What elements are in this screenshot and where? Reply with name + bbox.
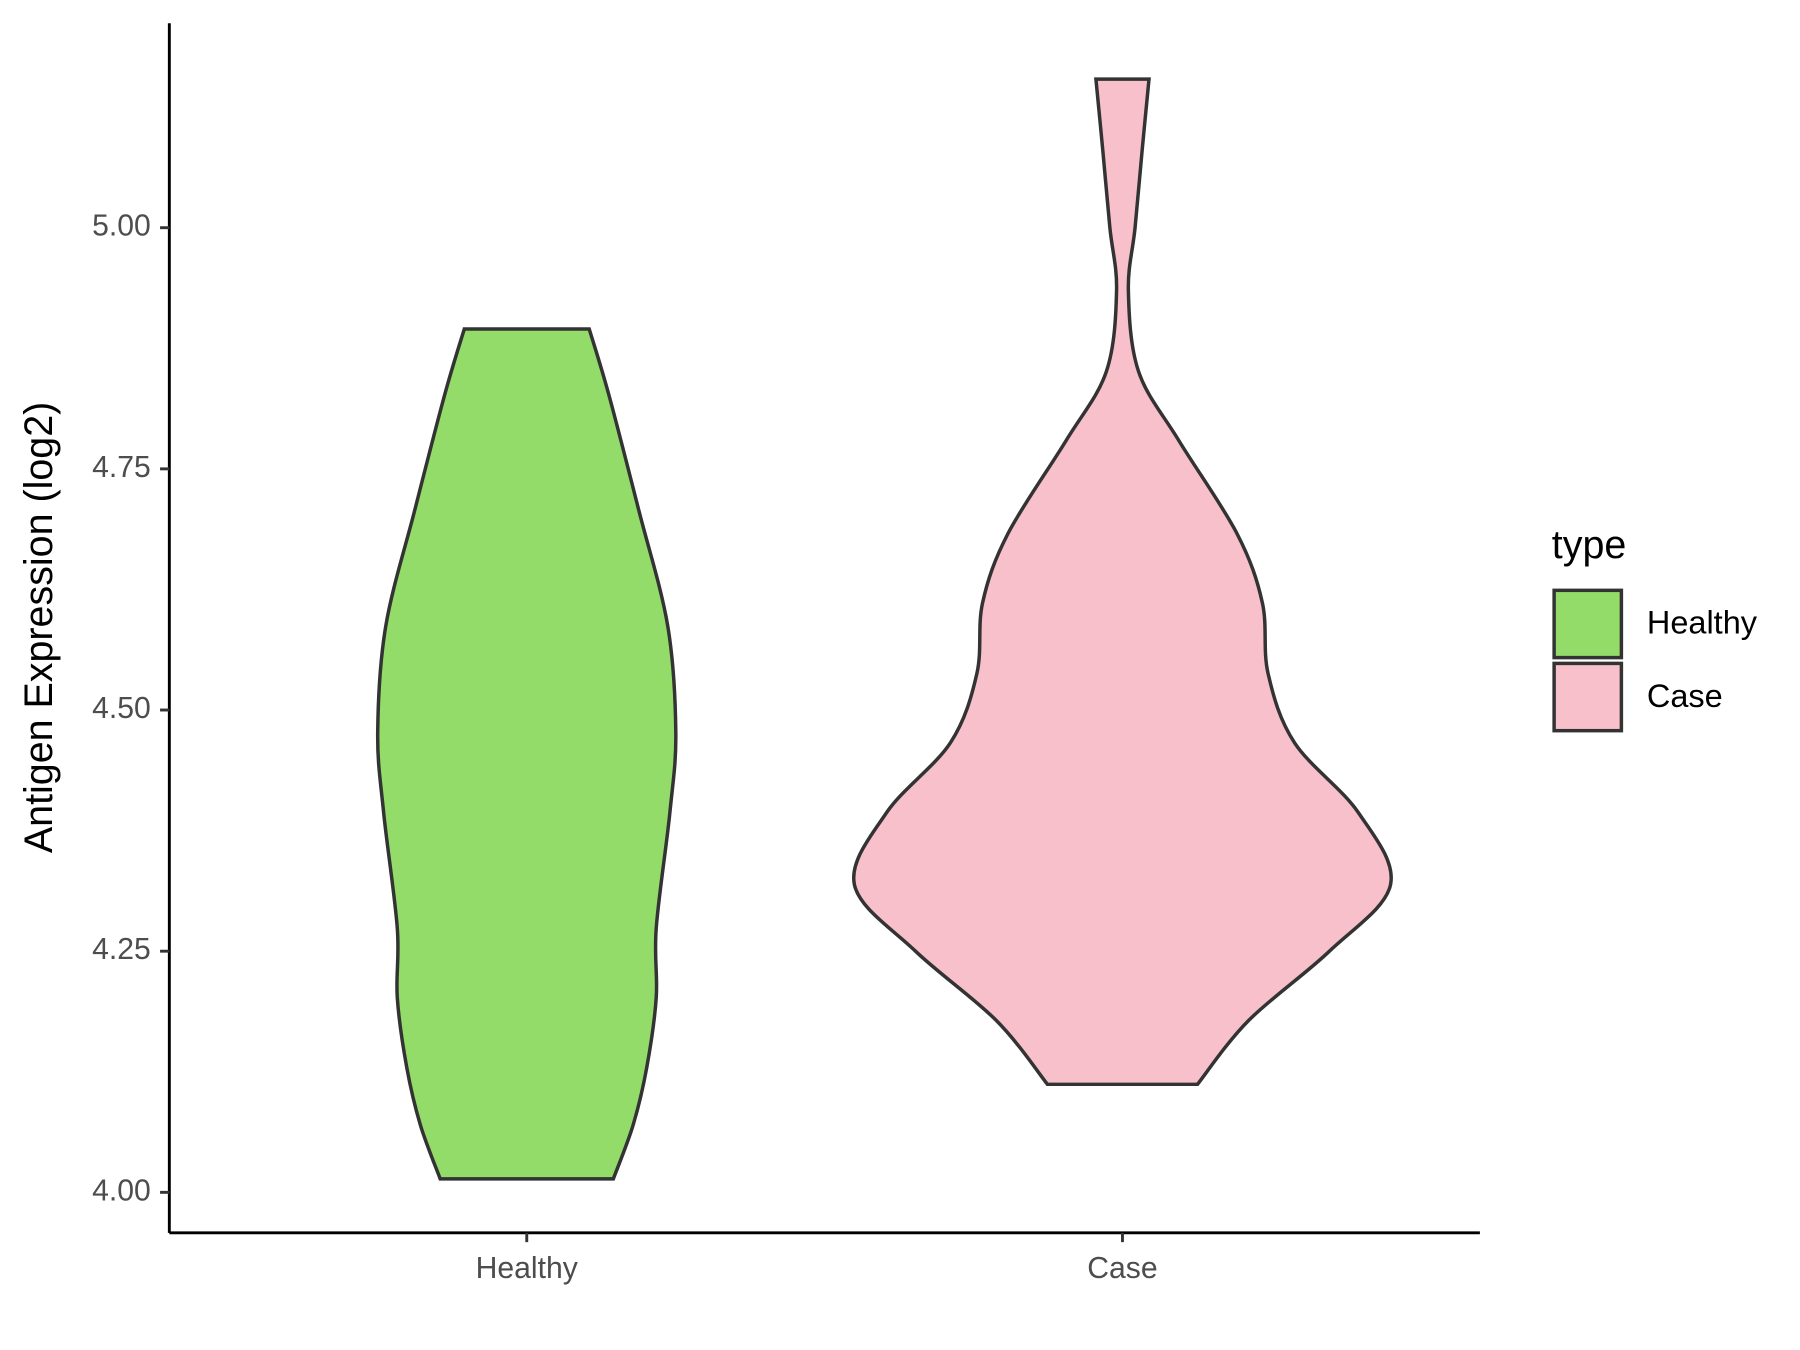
legend-label: Healthy [1647,605,1758,641]
x-tick-label: Case [1087,1252,1157,1285]
legend-label: Case [1647,678,1723,714]
violin [375,327,678,1181]
y-tick-label: 4.00 [92,1174,151,1207]
y-axis-title: Antigen Expression (log2) [17,402,61,853]
y-tick-label: 4.25 [92,933,151,966]
x-tick-label: Healthy [476,1252,579,1285]
violin [851,77,1393,1087]
legend-key [1552,588,1624,660]
legend-key [1552,661,1624,733]
y-tick-label: 5.00 [92,210,151,243]
legend-title: type [1552,523,1627,567]
y-tick-label: 4.50 [92,692,151,725]
y-tick-label: 4.75 [92,451,151,484]
